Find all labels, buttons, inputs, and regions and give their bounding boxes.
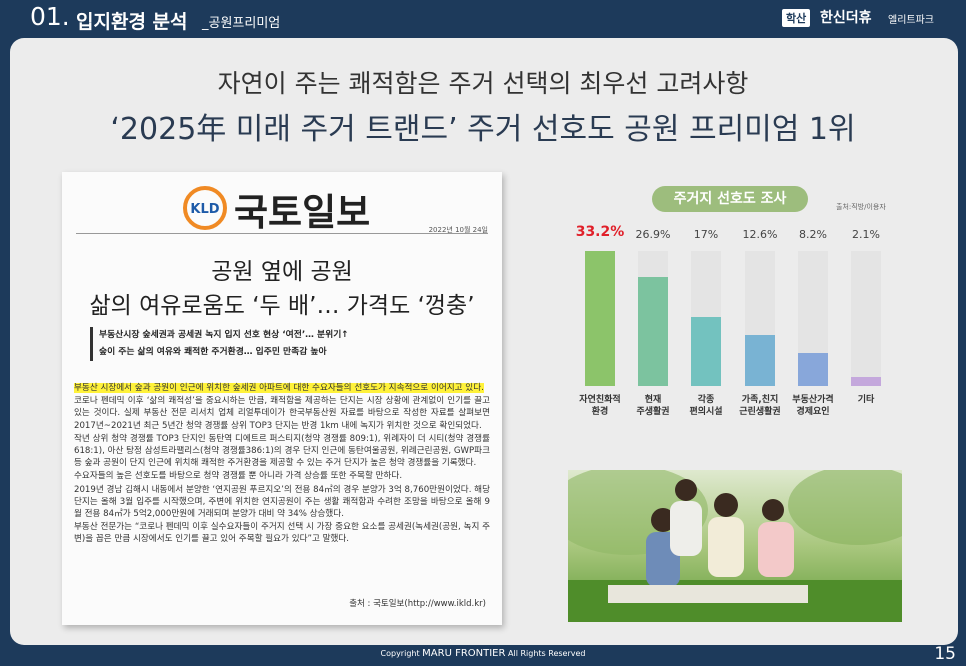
value-label: 2.1% [852,228,880,241]
brand-sub: 엘리트파크 [888,15,934,26]
bar [691,316,721,386]
paragraph: 2019년 경남 김해시 내동에서 분양한 ‘연지공원 푸르지오’의 전용 84… [74,484,490,520]
subhead: 부동산시장 숲세권과 공세권 녹지 입지 선호 현상 ‘여전’… 분위기↑ [99,330,349,340]
bar [798,352,828,386]
bar [585,251,615,386]
bar [745,334,775,386]
article-body: 부동산 시장에서 숲과 공원이 인근에 위치한 숲세권 아파트에 대한 수요자들… [74,382,490,590]
chart-title: 주거지 선호도 조사 [652,186,808,212]
value-label: 8.2% [799,228,827,241]
paragraph: 부동산 전문가는 “코로나 펜데믹 이후 실수요자들이 주거지 선택 시 가장 … [74,522,490,545]
paragraph: 수요자들의 높은 선호도를 바탕으로 청약 경쟁률 뿐 아니라 가격 상승률 또… [74,471,403,482]
blanket [608,585,808,603]
category-label: 각종 편의시설 [689,395,723,417]
category-label: 자연친화적 환경 [579,395,621,417]
person [675,479,697,501]
value-label: 12.6% [742,228,778,241]
page-number: 15 [934,644,956,664]
person [651,508,675,532]
paragraph: 코로나 펜데믹 이후 ‘삶의 쾌적성’을 중요시하는 만큼, 쾌적함을 제공하는… [74,396,490,431]
person [762,499,784,521]
logo-text: KLD [190,202,219,217]
chart: 주거지 선호도 조사 출처:직방/이용자 33.2% 자연친화적 환경 26.9% 현… [560,180,910,430]
bar-track [851,251,881,386]
person [708,517,744,577]
category-label: 현재 주생활권 [636,395,670,417]
section-number: 01. [30,2,70,31]
bar [851,377,881,386]
section-subtitle: _공원프리미엄 [202,16,281,31]
subhead: 숲이 주는 삶의 여유와 쾌적한 주거환경… 입주민 만족감 높아 [99,347,327,357]
subheads: 부동산시장 숲세권과 공세권 녹지 입지 선호 현상 ‘여전’… 분위기↑ 숲이… [90,327,349,361]
paragraph: 작년 상위 청약 경쟁률 TOP3 단지인 동탄역 디에트르 퍼스티지(청약 경… [74,433,490,469]
category-label: 가족,친지 근린생활권 [739,395,781,417]
category-label: 기타 [857,395,875,405]
badge: 학산 [782,9,811,27]
article-title-1: 공원 옆에 공원 [211,259,353,285]
person [714,493,738,517]
logo-mark: KLD [183,186,227,230]
chart-source: 출처:직방/이용자 [836,203,886,211]
article-source: 출처 : 국토일보(http://www.ikld.kr) [349,599,486,609]
value-label: 26.9% [635,228,671,241]
copyright: Copyright [380,649,420,658]
person [670,501,702,556]
lead: 부동산 시장에서 숲과 공원이 인근에 위치한 숲세권 아파트에 대한 수요자들… [74,383,484,393]
value-label: 33.2% [575,224,625,240]
rights: All Rights Reserved [508,649,586,658]
article-title-2: 삶의 여유로움도 ‘두 배’… 가격도 ‘껑충’ [89,293,475,319]
logo-ring [183,186,227,230]
bar [638,276,668,386]
company: MARU FRONTIER [422,648,506,659]
section-title: 입지환경 분석 [76,11,188,33]
person [758,522,794,577]
newspaper-clipping: KLD 국토일보 2022년 10월 24일 공원 옆에 공원 삶의 여유로움도… [62,172,502,625]
photo [568,470,902,622]
date: 2022년 10월 24일 [428,226,488,234]
headline-line1: 자연이 주는 쾌적함은 주거 선택의 최우선 고려사항 [217,69,749,98]
paper-name: 국토일보 [234,191,371,234]
category-label: 부동산가격 경제요인 [792,395,834,417]
divider [76,233,488,234]
brand: 한신더휴 [820,10,872,26]
header: 01. 입지환경 분석 _공원프리미엄 학산 한신더휴 엘리트파크 [0,0,966,36]
headline-line2: ‘2025年 미래 주거 트랜드’ 주거 선호도 공원 프리미엄 1위 [110,112,856,147]
tree [788,470,902,545]
footer-copyright: Copyright MARU FRONTIER All Rights Reser… [0,648,966,659]
value-label: 17% [693,228,719,241]
